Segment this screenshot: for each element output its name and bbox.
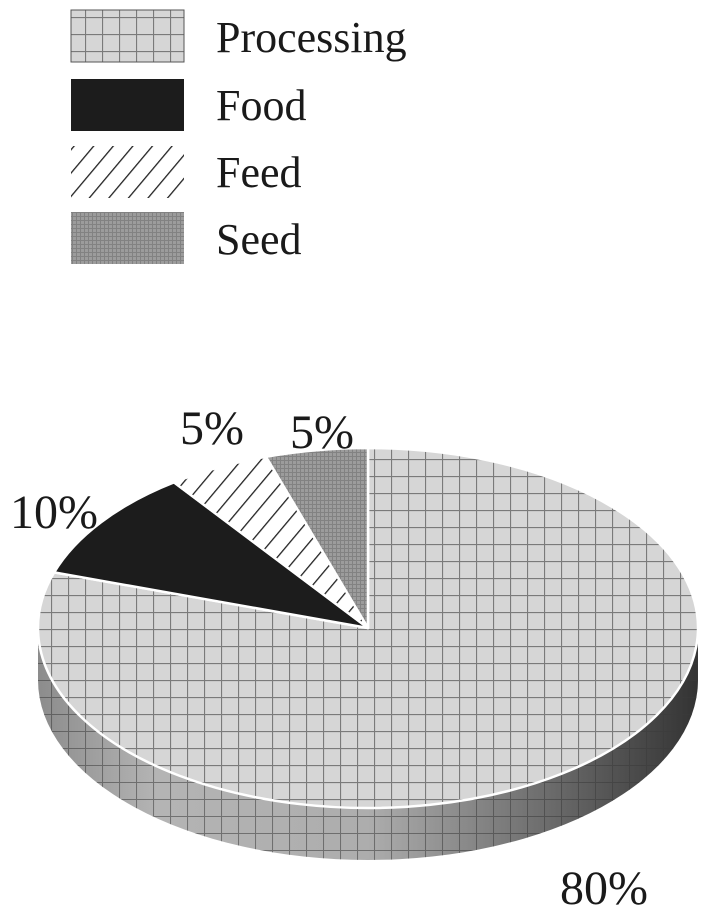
pie-top (36, 446, 700, 810)
slice-label-seed: 5% (290, 406, 354, 459)
legend-swatch-feed (71, 146, 184, 198)
pie-side-grid (38, 628, 698, 860)
legend-item-feed: Feed (71, 146, 302, 198)
pie-labels: 80% 10% 5% 5% (10, 402, 648, 915)
legend-label-processing: Processing (216, 13, 407, 62)
legend-label-food: Food (216, 81, 306, 130)
legend: Processing Food Feed Seed (70, 9, 407, 264)
legend-item-seed: Seed (71, 212, 302, 264)
slice-label-processing: 80% (560, 862, 648, 915)
pie-slice-seed (264, 446, 370, 630)
pie-slice-food (52, 481, 370, 630)
legend-label-feed: Feed (216, 148, 302, 197)
slice-label-food: 10% (10, 486, 98, 539)
legend-swatch-seed (71, 212, 184, 264)
legend-item-processing: Processing (70, 9, 407, 63)
legend-item-food: Food (71, 79, 306, 131)
legend-swatch-processing (70, 9, 185, 63)
slice-label-feed: 5% (180, 402, 244, 455)
pie-slice-processing (36, 446, 700, 810)
legend-swatch-food (71, 79, 184, 131)
legend-label-seed: Seed (216, 215, 302, 264)
pie-side (38, 628, 698, 860)
